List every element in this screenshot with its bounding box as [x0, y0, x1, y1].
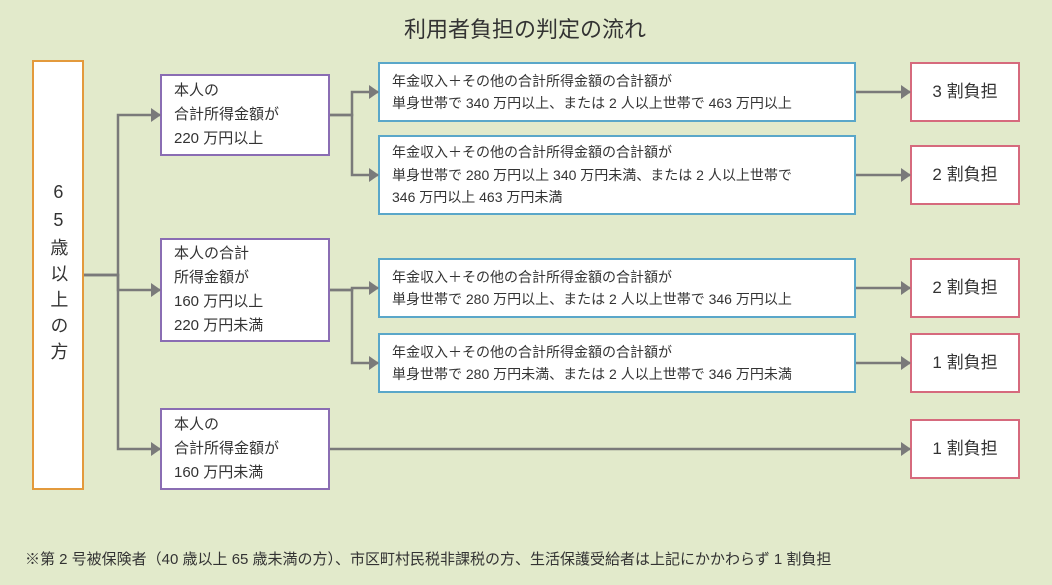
node-result-20pct-a: 2 割負担: [910, 145, 1020, 205]
arrow-start-to-income1: [84, 115, 160, 275]
node-income-220plus: 本人の合計所得金額が220 万円以上: [160, 74, 330, 156]
node-pension-4: 年金収入＋その他の合計所得金額の合計額が単身世帯で 280 万円未満、または 2…: [378, 333, 856, 393]
arrow-income2-to-pension3: [330, 288, 378, 290]
arrow-income1-to-pension2: [330, 115, 378, 175]
node-pension-1: 年金収入＋その他の合計所得金額の合計額が単身世帯で 340 万円以上、または 2…: [378, 62, 856, 122]
node-start-age65: 65歳以上の方: [32, 60, 84, 490]
diagram-title: 利用者負担の判定の流れ: [360, 12, 690, 42]
node-result-10pct-b: 1 割負担: [910, 419, 1020, 479]
node-pension-3: 年金収入＋その他の合計所得金額の合計額が単身世帯で 280 万円以上、または 2…: [378, 258, 856, 318]
node-pension-2: 年金収入＋その他の合計所得金額の合計額が単身世帯で 280 万円以上 340 万…: [378, 135, 856, 215]
node-result-30pct: 3 割負担: [910, 62, 1020, 122]
flowchart-canvas: 利用者負担の判定の流れ 65歳以上の方 本人の合計所得金額が220 万円以上 本…: [0, 0, 1052, 585]
footnote: ※第 2 号被保険者（40 歳以上 65 歳未満の方）、市区町村民税非課税の方、…: [25, 548, 831, 569]
node-income-under160: 本人の合計所得金額が160 万円未満: [160, 408, 330, 490]
node-income-160-220: 本人の合計所得金額が160 万円以上220 万円未満: [160, 238, 330, 342]
arrow-income2-to-pension4: [330, 290, 378, 363]
node-result-20pct-b: 2 割負担: [910, 258, 1020, 318]
arrow-start-to-income3: [84, 275, 160, 449]
arrow-income1-to-pension1: [330, 92, 378, 115]
node-result-10pct-a: 1 割負担: [910, 333, 1020, 393]
arrow-start-to-income2: [84, 275, 160, 290]
